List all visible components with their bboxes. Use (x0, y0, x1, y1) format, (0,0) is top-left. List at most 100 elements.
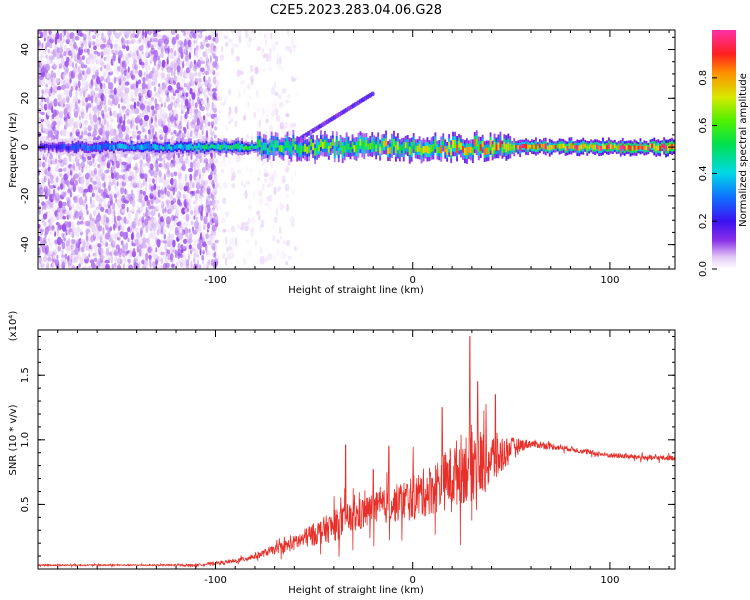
heatmap-cell (207, 62, 211, 66)
heatmap-cell (210, 30, 214, 36)
heatmap-cell (274, 140, 277, 148)
heatmap-cell (294, 144, 297, 150)
heatmap-cell (186, 172, 189, 177)
heatmap-cell (149, 125, 155, 134)
heatmap-cell (56, 69, 60, 76)
heatmap-cell (103, 46, 108, 56)
heatmap-cell (296, 144, 299, 153)
heatmap-cell (222, 252, 226, 260)
heatmap-cell (40, 123, 44, 132)
y-tick-label: 1.0 (20, 432, 31, 448)
heatmap-cell (142, 154, 147, 159)
heatmap-cell (113, 87, 117, 95)
heatmap-cell (276, 53, 279, 61)
heatmap-cell (93, 167, 98, 176)
heatmap-cell (282, 205, 285, 209)
heatmap-cell (363, 142, 366, 151)
heatmap-cell (43, 221, 47, 228)
heatmap-cell (90, 78, 94, 86)
heatmap-cell (195, 49, 198, 57)
heatmap-cell (347, 143, 350, 151)
heatmap-cell (139, 49, 141, 58)
heatmap-cell (207, 83, 212, 88)
heatmap-cell (142, 163, 146, 167)
heatmap-cell (84, 164, 90, 169)
heatmap-cell (160, 44, 164, 51)
heatmap-cell (361, 141, 364, 149)
heatmap-cell (73, 214, 76, 221)
heatmap-cell (285, 261, 288, 266)
heatmap-cell (141, 50, 144, 55)
heatmap-cell (143, 173, 148, 180)
heatmap-cell (63, 79, 66, 89)
heatmap-cell (93, 50, 99, 55)
heatmap-cell (105, 263, 110, 269)
heatmap-cell (52, 62, 57, 68)
heatmap-cell (66, 128, 70, 137)
heatmap-cell (186, 84, 190, 91)
heatmap-cell (59, 116, 65, 125)
heatmap-cell (178, 40, 183, 45)
heatmap-cell (131, 52, 137, 60)
heatmap-cell (268, 124, 273, 133)
heatmap-cell (142, 265, 146, 269)
heatmap-cell (75, 164, 78, 173)
heatmap-cell (48, 241, 53, 247)
heatmap-cell (81, 86, 87, 95)
heatmap-cell (75, 45, 78, 51)
heatmap-cell (207, 204, 211, 213)
heatmap-cell (147, 199, 151, 205)
heatmap-cell (98, 187, 101, 194)
heatmap-cell (125, 94, 129, 99)
heatmap-cell (282, 145, 285, 154)
heatmap-cell (144, 242, 147, 249)
heatmap-cell (127, 238, 130, 243)
heatmap-cell (83, 90, 86, 98)
heatmap-cell (183, 30, 186, 36)
heatmap-cell (132, 186, 137, 195)
heatmap-cell (531, 144, 533, 149)
heatmap-cell (193, 112, 198, 120)
colorbar: 0.00.20.40.60.8 Normalized spectral ampl… (698, 30, 749, 277)
heatmap-cell (509, 143, 512, 151)
heatmap-cell (51, 238, 54, 245)
heatmap-cell (213, 76, 217, 85)
heatmap-cell (78, 118, 82, 127)
heatmap-cell (68, 112, 73, 117)
heatmap-cell (231, 145, 234, 151)
heatmap-cell (61, 241, 66, 250)
heatmap-cell (517, 145, 520, 150)
heatmap-cell (265, 38, 268, 47)
heatmap-cell (170, 146, 172, 151)
heatmap-cell (48, 163, 51, 168)
heatmap-cell (195, 189, 200, 194)
heatmap-cell (87, 156, 92, 161)
heatmap-cell (240, 79, 246, 85)
heatmap-cell (202, 115, 206, 121)
heatmap-cell (300, 146, 303, 154)
heatmap-cell (270, 139, 273, 147)
heatmap-cell (60, 41, 63, 49)
heatmap-cell (38, 235, 41, 242)
heatmap-cell (86, 210, 89, 215)
heatmap-cell (38, 260, 42, 268)
heatmap-cell (144, 63, 149, 70)
heatmap-cell (45, 88, 51, 93)
heatmap-cell (233, 43, 239, 48)
heatmap-cell (145, 50, 149, 57)
snr-x-label: Height of straight line (km) (288, 585, 424, 596)
colorbar-tick-label: 0.0 (698, 261, 709, 277)
heatmap-cell (138, 134, 141, 142)
heatmap-cell (256, 210, 261, 216)
heatmap-cell (174, 132, 180, 137)
heatmap-cell (85, 245, 89, 251)
heatmap-cell (147, 238, 150, 246)
heatmap-cell (74, 36, 80, 41)
heatmap-cell (90, 241, 96, 250)
heatmap-cell (93, 65, 98, 73)
heatmap-cell (195, 182, 201, 190)
heatmap-cell (606, 145, 608, 150)
heatmap-cell (53, 172, 57, 181)
heatmap-cell (110, 191, 114, 196)
heatmap-cell (179, 261, 183, 268)
